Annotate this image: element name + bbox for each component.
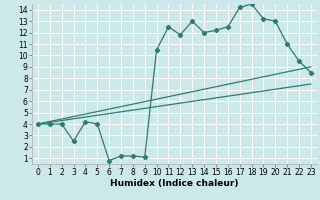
X-axis label: Humidex (Indice chaleur): Humidex (Indice chaleur) <box>110 179 239 188</box>
